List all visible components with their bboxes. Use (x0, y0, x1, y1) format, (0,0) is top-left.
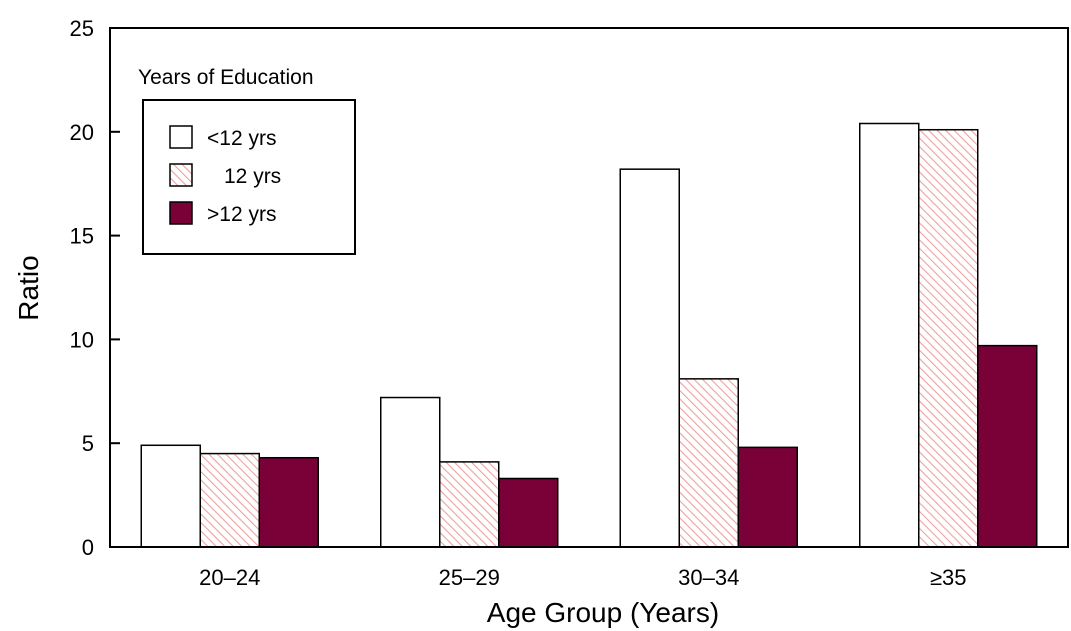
bar-3-1 (259, 458, 318, 547)
bar-1-3 (620, 169, 679, 547)
bar-3-4 (978, 346, 1037, 547)
y-tick-label: 15 (70, 224, 94, 249)
bar-2-2 (440, 462, 499, 547)
legend-label-1: <12 yrs (207, 127, 276, 150)
legend-swatch-1 (170, 126, 192, 148)
bar-1-1 (141, 445, 200, 547)
legend-swatch-2 (170, 164, 192, 186)
y-tick-label: 25 (70, 16, 94, 41)
legend-items: <12 yrs 12 yrs >12 yrs (170, 126, 281, 226)
bar-3-3 (738, 447, 797, 547)
x-tick-label: 30–34 (678, 565, 739, 590)
x-tick-label: ≥35 (930, 565, 967, 590)
legend-title: Years of Education (138, 66, 314, 89)
y-axis-ticks: 0 5 10 15 20 25 (70, 16, 120, 560)
legend-swatch-3 (170, 202, 192, 224)
y-tick-label: 20 (70, 120, 94, 145)
x-axis-ticks: 20–24 25–29 30–34 ≥35 (199, 565, 966, 590)
x-tick-label: 25–29 (439, 565, 500, 590)
y-tick-label: 10 (70, 327, 94, 352)
bar-2-4 (919, 130, 978, 547)
legend-label-2: 12 yrs (224, 165, 281, 188)
legend: Years of Education <12 yrs 12 yrs >12 yrs (138, 66, 355, 254)
x-axis-title: Age Group (Years) (487, 597, 719, 628)
bar-3-2 (499, 478, 558, 547)
bar-2-3 (679, 379, 738, 547)
legend-label-3: >12 yrs (207, 203, 276, 226)
y-tick-label: 5 (82, 431, 94, 456)
bar-1-2 (381, 398, 440, 547)
bar-1-4 (860, 123, 919, 547)
bar-2-1 (200, 454, 259, 547)
y-tick-label: 0 (82, 535, 94, 560)
y-axis-title: Ratio (13, 255, 44, 320)
x-tick-label: 20–24 (199, 565, 260, 590)
